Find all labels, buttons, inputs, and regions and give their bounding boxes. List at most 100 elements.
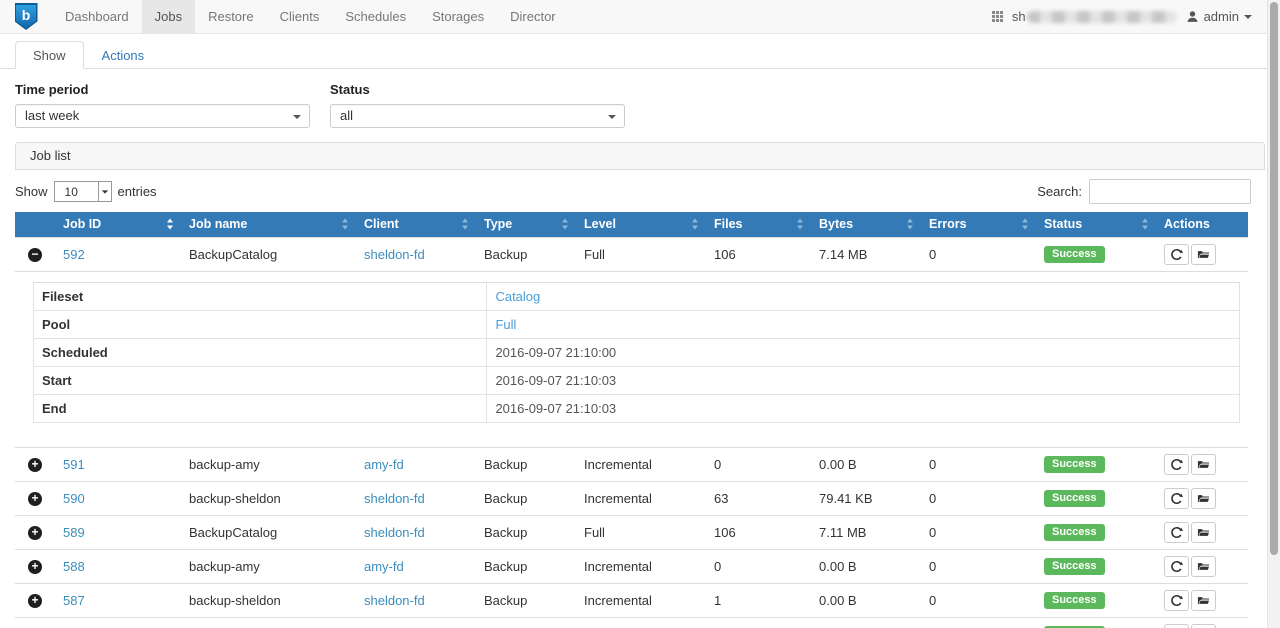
- errors-cell: 0: [921, 236, 1036, 271]
- expand-row-icon[interactable]: +: [28, 458, 42, 472]
- detail-value: 2016-09-07 21:10:00: [486, 337, 1240, 367]
- rerun-job-button[interactable]: [1164, 521, 1189, 543]
- list-files-button[interactable]: [1191, 243, 1216, 265]
- nav-item-schedules[interactable]: Schedules: [345, 9, 407, 24]
- job-id-link[interactable]: 587: [63, 592, 85, 608]
- level-cell: Incremental: [576, 480, 706, 515]
- expand-row-icon[interactable]: +: [28, 594, 42, 608]
- status-badge: Success: [1044, 490, 1105, 507]
- rerun-job-button[interactable]: [1164, 487, 1189, 509]
- bytes-cell: 0.00 B: [811, 446, 921, 481]
- files-cell: 0: [706, 446, 811, 481]
- restart-icon: [1171, 526, 1183, 538]
- rerun-job-button[interactable]: [1164, 589, 1189, 611]
- list-files-button[interactable]: [1191, 453, 1216, 475]
- actions-cell: [1156, 480, 1248, 515]
- status-badge: Success: [1044, 592, 1105, 609]
- expand-cell: +: [15, 548, 55, 583]
- client-link[interactable]: amy-fd: [364, 456, 404, 472]
- tab-actions[interactable]: Actions: [101, 48, 145, 63]
- restart-icon: [1171, 248, 1183, 260]
- column-header-bytes[interactable]: Bytes: [811, 212, 921, 237]
- status-select[interactable]: all: [330, 104, 625, 128]
- restart-icon: [1171, 492, 1183, 504]
- level-cell: Full: [576, 236, 706, 271]
- list-files-button[interactable]: [1191, 589, 1216, 611]
- rerun-job-button[interactable]: [1164, 623, 1189, 628]
- nav-item-dashboard[interactable]: Dashboard: [65, 9, 129, 24]
- actions-cell: [1156, 582, 1248, 617]
- detail-row: End 2016-09-07 21:10:03: [32, 393, 1240, 423]
- user-menu[interactable]: admin: [1186, 9, 1252, 24]
- detail-label: Pool: [32, 309, 488, 339]
- column-header-client[interactable]: Client: [356, 212, 476, 237]
- job-details-cell: Fileset Catalog Pool Full Scheduled 2016-09-0…: [15, 270, 1248, 447]
- rerun-job-button[interactable]: [1164, 243, 1189, 265]
- nav-item-director[interactable]: Director: [510, 9, 556, 24]
- job-id-link[interactable]: 592: [63, 246, 85, 262]
- table-body: −592 BackupCatalog sheldon-fd Backup Full 106…: [15, 236, 1248, 628]
- sort-icon: [167, 218, 174, 230]
- table-row-job-592: − 592 BackupCatalog sheldon-fd Backup Full 106…: [15, 236, 1248, 271]
- scrollbar[interactable]: [1267, 0, 1280, 628]
- list-files-button[interactable]: [1191, 487, 1216, 509]
- job-id-link[interactable]: 586: [63, 627, 85, 628]
- client-link[interactable]: sheldon-fd: [364, 246, 425, 262]
- column-header-label: Level: [584, 217, 616, 232]
- time-period-label: Time period: [15, 82, 89, 97]
- rerun-job-button[interactable]: [1164, 453, 1189, 475]
- client-cell: amy-fd: [356, 548, 476, 583]
- column-header-label: Job name: [189, 217, 248, 232]
- fileset-link[interactable]: Catalog: [495, 288, 541, 304]
- nav-item-jobs[interactable]: Jobs: [141, 0, 196, 33]
- nav-item-restore[interactable]: Restore: [208, 9, 254, 24]
- entries-per-page-select[interactable]: 10: [53, 181, 112, 202]
- restart-icon: [1171, 560, 1183, 572]
- client-link[interactable]: sheldon-fd: [364, 524, 425, 540]
- search-input[interactable]: [1089, 179, 1251, 204]
- column-header-files[interactable]: Files: [706, 212, 811, 237]
- client-link[interactable]: amy-fd: [364, 558, 404, 574]
- column-header-type[interactable]: Type: [476, 212, 576, 237]
- column-header-level[interactable]: Level: [576, 212, 706, 237]
- pool-link[interactable]: Full: [495, 316, 517, 332]
- sort-icon: [462, 218, 469, 230]
- expand-row-icon[interactable]: +: [28, 492, 42, 506]
- list-files-button[interactable]: [1191, 555, 1216, 577]
- show-label: Show: [15, 184, 48, 199]
- expand-row-icon[interactable]: +: [28, 526, 42, 540]
- table-row-job-589: +589 BackupCatalog sheldon-fd Backup Full 106…: [15, 514, 1248, 549]
- job-id-link[interactable]: 589: [63, 524, 85, 540]
- status-badge: Success: [1044, 524, 1105, 541]
- job-id-link[interactable]: 588: [63, 558, 85, 574]
- client-link[interactable]: sheldon-fd: [364, 490, 425, 506]
- list-files-button[interactable]: [1191, 623, 1216, 628]
- column-header-expand: [15, 212, 55, 237]
- client-link[interactable]: sheldon-fd: [364, 627, 425, 628]
- client-cell: sheldon-fd: [356, 616, 476, 628]
- tab-show[interactable]: Show: [15, 41, 84, 69]
- column-header-actions[interactable]: Actions: [1156, 212, 1248, 237]
- column-header-status[interactable]: Status: [1036, 212, 1156, 237]
- scrollbar-thumb[interactable]: [1270, 2, 1278, 555]
- nav-item-clients[interactable]: Clients: [279, 9, 320, 24]
- detail-text: 2016-09-07 21:10:03: [495, 372, 617, 388]
- time-period-select[interactable]: last week: [15, 104, 310, 128]
- bytes-cell: 7.14 MB: [811, 236, 921, 271]
- expand-row-icon[interactable]: +: [28, 560, 42, 574]
- column-header-job-id[interactable]: Job ID: [55, 212, 181, 237]
- nav-item-storages[interactable]: Storages: [432, 9, 485, 24]
- rerun-job-button[interactable]: [1164, 555, 1189, 577]
- column-header-errors[interactable]: Errors: [921, 212, 1036, 237]
- client-cell: amy-fd: [356, 446, 476, 481]
- job-id-link[interactable]: 590: [63, 490, 85, 506]
- apps-grid-icon[interactable]: [991, 11, 1003, 22]
- type-cell: Backup: [476, 616, 576, 628]
- client-link[interactable]: sheldon-fd: [364, 592, 425, 608]
- column-header-job-name[interactable]: Job name: [181, 212, 356, 237]
- job-id-link[interactable]: 591: [63, 456, 85, 472]
- brand-logo[interactable]: b: [0, 0, 52, 33]
- list-files-button[interactable]: [1191, 521, 1216, 543]
- collapse-row-icon[interactable]: −: [28, 248, 42, 262]
- time-period-value: last week: [25, 108, 80, 123]
